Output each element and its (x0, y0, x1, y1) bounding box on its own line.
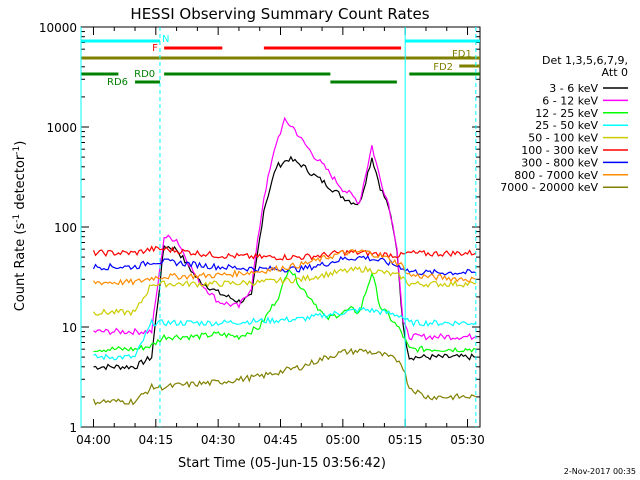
y-tick-label: 1000 (46, 121, 77, 135)
legend-label: 800 - 7000 keV (514, 169, 598, 182)
x-tick-label: 04:45 (263, 433, 298, 447)
plot-frame (80, 26, 481, 428)
x-tick-label: 05:30 (450, 433, 485, 447)
legend-label: 7000 - 20000 keV (500, 181, 598, 194)
x-tick-label: 04:00 (76, 433, 111, 447)
y-tick-label: 10000 (39, 21, 77, 35)
x-tick-label: 05:15 (388, 433, 423, 447)
legend-label: 50 - 100 keV (528, 132, 598, 145)
series-line-0 (93, 155, 476, 371)
x-tick-label: 04:30 (201, 433, 236, 447)
chart-title: HESSI Observing Summary Count Rates (130, 5, 429, 23)
series-line-1 (93, 116, 477, 341)
series-line-7 (93, 249, 476, 286)
timestamp: 2-Nov-2017 00:35 (564, 467, 636, 476)
legend-label: 12 - 25 keV (535, 107, 598, 120)
series-line-2 (93, 268, 476, 354)
flag-label-rd6: RD6 (107, 77, 128, 88)
legend-label: 300 - 800 keV (521, 156, 598, 169)
y-tick-label: 100 (54, 221, 77, 235)
series-line-5 (92, 245, 477, 261)
series-line-4 (93, 265, 476, 317)
series-line-6 (92, 255, 476, 276)
y-tick-label: 1 (69, 421, 77, 435)
flag-label-rd0: RD0 (134, 69, 155, 80)
series-line-3 (93, 306, 477, 361)
legend-label: 3 - 6 keV (549, 82, 598, 95)
series-line-8 (92, 347, 477, 406)
flag-label-fd1: FD1 (452, 49, 472, 60)
x-axis-label: Start Time (05-Jun-15 03:56:42) (178, 456, 386, 471)
legend-label: 25 - 50 keV (535, 119, 598, 132)
flag-label-f: F (152, 43, 158, 54)
y-tick-label: 10 (62, 321, 77, 335)
y-axis-label: Count Rate (s-1 detector-1) (12, 141, 28, 312)
x-tick-label: 05:00 (326, 433, 361, 447)
legend-header: Att 0 (602, 66, 628, 79)
legend-label: 6 - 12 keV (542, 94, 598, 107)
x-tick-label: 04:15 (139, 433, 174, 447)
flag-label-fd2: FD2 (433, 62, 453, 73)
flag-label-n: N (162, 34, 169, 45)
legend-header: Det 1,3,5,6,7,9, (542, 54, 628, 67)
legend-label: 100 - 300 keV (521, 144, 598, 157)
